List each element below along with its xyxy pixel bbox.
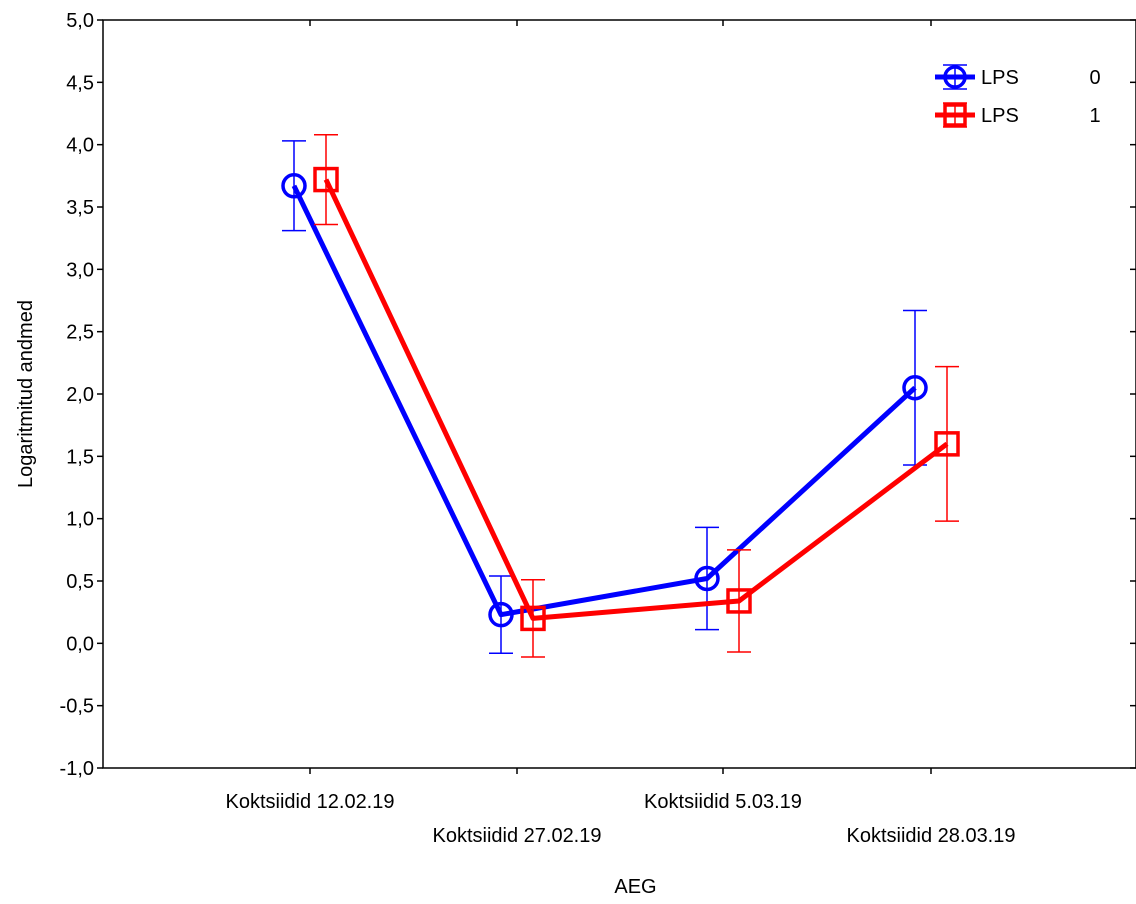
legend: LPS 0 LPS 1	[935, 64, 1101, 128]
series-line	[323, 178, 949, 621]
x-axis: Koktsiidid 12.02.19 Koktsiidid 27.02.19 Ko…	[225, 20, 1016, 847]
y-tick-label: 2,5	[66, 322, 94, 344]
data-point	[488, 601, 514, 628]
legend-title: LPS	[981, 105, 1019, 127]
legend-label: 0	[1089, 67, 1100, 89]
x-tick-label: Koktsiidid 5.03.19	[644, 791, 802, 813]
legend-title: LPS	[981, 67, 1019, 89]
legend-marker	[943, 103, 967, 127]
y-tick-label: 4,5	[66, 72, 94, 94]
y-tick-label: 5,0	[66, 10, 94, 32]
y-tick-label: 1,0	[66, 509, 94, 531]
y-tick-label: 4,0	[66, 135, 94, 157]
y-axis: -1,0 -0,5 0,0 0,5 1,0 1,5 2,0 2,5 3,0 3,5 4,0 4,5 5,…	[60, 10, 1136, 780]
data-point	[520, 605, 546, 632]
data-point	[726, 588, 752, 614]
series-layer	[281, 133, 960, 658]
data-point	[694, 565, 720, 592]
series-line	[291, 184, 917, 618]
plot-frame	[102, 19, 1136, 769]
y-tick-label: 1,5	[66, 446, 94, 468]
legend-marker	[943, 65, 967, 89]
y-tick-label: 0,5	[66, 571, 94, 593]
series-1	[313, 133, 960, 658]
x-tick-label: Koktsiidid 27.02.19	[432, 825, 601, 847]
y-axis-title: Logaritmitud andmed	[15, 300, 37, 488]
y-tick-label: 2,0	[66, 384, 94, 406]
y-tick-label: -0,5	[60, 696, 94, 718]
x-axis-title: AEG	[614, 876, 656, 898]
series-0	[281, 140, 928, 655]
x-tick-label: Koktsiidid 28.03.19	[846, 825, 1015, 847]
y-tick-label: -1,0	[60, 758, 94, 780]
plot-border	[102, 19, 1136, 769]
legend-entry-1: LPS 1	[935, 102, 1101, 128]
data-point	[902, 375, 928, 401]
legend-entry-0: LPS 0	[935, 64, 1101, 90]
y-tick-label: 0,0	[66, 633, 94, 655]
data-point	[934, 431, 960, 457]
x-tick-label: Koktsiidid 12.02.19	[225, 791, 394, 813]
legend-label: 1	[1089, 105, 1100, 127]
data-point	[313, 166, 339, 193]
data-point	[281, 173, 307, 199]
y-tick-label: 3,0	[66, 259, 94, 281]
y-tick-label: 3,5	[66, 197, 94, 219]
